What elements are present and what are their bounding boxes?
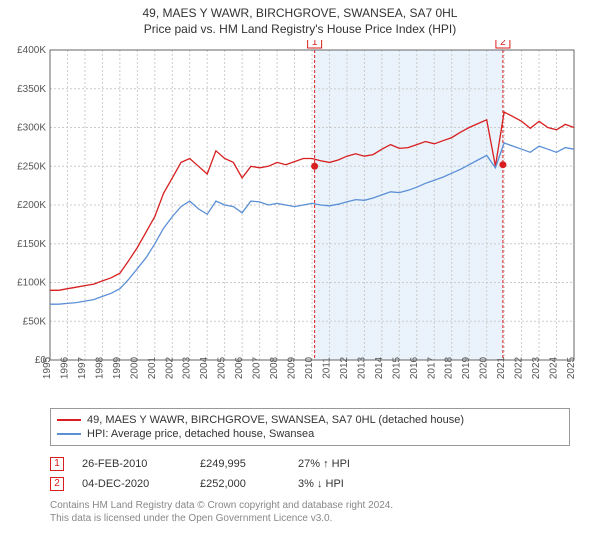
title-line-1: 49, MAES Y WAWR, BIRCHGROVE, SWANSEA, SA… [8,6,592,20]
svg-text:£100K: £100K [17,278,46,289]
svg-text:£350K: £350K [17,84,46,95]
svg-text:£400K: £400K [17,45,46,56]
event-price: £249,995 [200,458,280,470]
svg-text:£150K: £150K [17,239,46,250]
event-marker: 1 [50,457,64,471]
event-date: 26-FEB-2010 [82,458,182,470]
legend-item: HPI: Average price, detached house, Swan… [57,427,563,441]
events-table: 1 26-FEB-2010 £249,995 27% ↑ HPI 2 04-DEC-202… [50,454,570,494]
event-delta: 3% ↓ HPI [298,478,388,490]
svg-text:1: 1 [312,40,318,48]
legend-item: 49, MAES Y WAWR, BIRCHGROVE, SWANSEA, SA… [57,413,563,427]
event-row: 1 26-FEB-2010 £249,995 27% ↑ HPI [50,454,570,474]
event-date: 04-DEC-2020 [82,478,182,490]
footer-attribution: Contains HM Land Registry data © Crown c… [50,500,570,525]
event-row: 2 04-DEC-2020 £252,000 3% ↓ HPI [50,474,570,494]
svg-text:2: 2 [500,40,506,48]
chart-title-block: 49, MAES Y WAWR, BIRCHGROVE, SWANSEA, SA… [8,6,592,36]
event-delta: 27% ↑ HPI [298,458,388,470]
event-marker: 2 [50,477,64,491]
line-chart-svg: £0£50K£100K£150K£200K£250K£300K£350K£400… [8,40,592,400]
svg-text:£200K: £200K [17,200,46,211]
event-price: £252,000 [200,478,280,490]
legend-label: 49, MAES Y WAWR, BIRCHGROVE, SWANSEA, SA… [87,414,464,426]
footer-line-2: This data is licensed under the Open Gov… [50,513,570,526]
legend-swatch [57,433,81,435]
svg-text:£50K: £50K [23,316,47,327]
legend-box: 49, MAES Y WAWR, BIRCHGROVE, SWANSEA, SA… [50,408,570,446]
legend-label: HPI: Average price, detached house, Swan… [87,428,314,440]
chart-area: £0£50K£100K£150K£200K£250K£300K£350K£400… [8,40,592,400]
svg-text:£250K: £250K [17,161,46,172]
legend-swatch [57,419,81,421]
svg-text:£300K: £300K [17,123,46,134]
footer-line-1: Contains HM Land Registry data © Crown c… [50,500,570,513]
title-line-2: Price paid vs. HM Land Registry's House … [8,22,592,36]
